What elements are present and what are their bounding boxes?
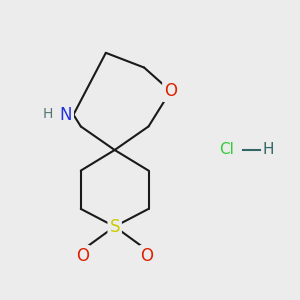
- Text: H: H: [43, 107, 53, 121]
- Text: O: O: [76, 247, 89, 265]
- Text: N: N: [60, 106, 72, 124]
- Text: Cl: Cl: [219, 142, 234, 158]
- Text: H: H: [262, 142, 274, 158]
- Text: S: S: [110, 218, 120, 236]
- Text: O: O: [164, 82, 177, 100]
- Text: O: O: [141, 247, 154, 265]
